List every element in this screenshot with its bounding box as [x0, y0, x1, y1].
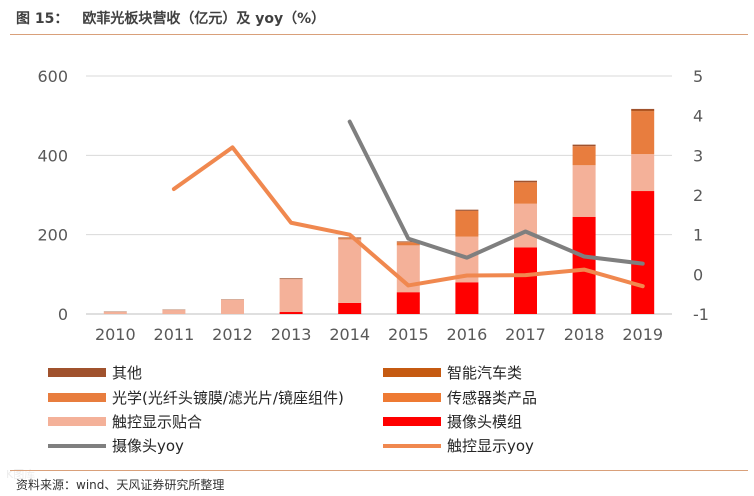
y-right-tick-label: 2 — [693, 186, 703, 205]
legend-label: 摄像头yoy — [112, 437, 184, 455]
legend-swatch — [383, 443, 441, 448]
bar-segment — [514, 203, 537, 248]
legend-label: 智能汽车类 — [447, 364, 523, 382]
legend-item-sensor: 传感器类产品 — [383, 387, 537, 408]
y-left-tick-label: 0 — [58, 305, 68, 324]
bar-segment — [631, 111, 655, 155]
figure-title: 图 15： 欧菲光板块营收（亿元）及 yoy（%） — [16, 8, 325, 28]
bar-segment — [572, 144, 596, 147]
bar-segment — [572, 165, 596, 217]
bar-segment — [338, 239, 362, 303]
x-tick-label: 2015 — [388, 325, 429, 344]
bar-segment — [396, 241, 420, 243]
bar-segment — [572, 216, 596, 314]
bar-segment — [338, 302, 362, 314]
x-tick-label: 2014 — [329, 325, 370, 344]
legend-label: 摄像头模组 — [447, 413, 523, 431]
bar-segment — [455, 282, 479, 314]
y-right-tick-label: -1 — [693, 305, 709, 324]
legend-label: 其他 — [112, 364, 143, 382]
bar-segment — [279, 278, 303, 280]
legend-label: 传感器类产品 — [447, 389, 538, 407]
legend-item-camera-yoy: 摄像头yoy — [48, 435, 184, 456]
x-tick-label: 2016 — [447, 325, 488, 344]
x-tick-label: 2013 — [271, 325, 312, 344]
legend-swatch — [383, 417, 441, 426]
bar-segment — [631, 110, 655, 112]
bar-segment — [396, 242, 420, 246]
source-divider — [10, 470, 748, 471]
x-tick-label: 2012 — [212, 325, 253, 344]
series-line — [171, 145, 645, 289]
title-divider — [10, 34, 748, 35]
legend-item-smart-car: 智能汽车类 — [383, 362, 522, 383]
bar-segment — [514, 247, 537, 314]
bar-segment — [338, 237, 362, 239]
bar-segment — [631, 191, 655, 314]
watermark: K图库 — [6, 468, 36, 481]
bar-segment — [221, 299, 244, 314]
y-right-tick-label: 4 — [693, 107, 703, 126]
x-tick-label: 2010 — [95, 325, 136, 344]
series-line — [347, 119, 645, 266]
y-right-tick-label: 3 — [693, 146, 703, 165]
legend-swatch — [48, 393, 106, 402]
y-right-tick-label: 5 — [693, 67, 703, 86]
chart-legend: 其他 智能汽车类 光学(光纤头镀膜/滤光片/镜座组件) 传感器类产品 触控显示贴… — [0, 362, 754, 462]
legend-item-touch-display: 触控显示贴合 — [48, 411, 202, 432]
x-tick-label: 2019 — [622, 325, 663, 344]
legend-swatch — [48, 368, 106, 377]
legend-item-camera-module: 摄像头模组 — [383, 411, 522, 432]
y-left-tick-label: 200 — [37, 226, 68, 245]
bar-segment — [162, 310, 186, 314]
x-tick-label: 2011 — [154, 325, 195, 344]
legend-item-other: 其他 — [48, 362, 142, 383]
bar-segment — [338, 238, 362, 240]
figure-number: 图 15： — [16, 11, 69, 27]
legend-swatch — [383, 393, 441, 402]
legend-label: 触控显示yoy — [447, 437, 534, 455]
legend-swatch — [383, 368, 441, 377]
x-tick-label: 2018 — [564, 325, 605, 344]
bar-segment — [103, 312, 127, 314]
legend-item-touch-yoy: 触控显示yoy — [383, 435, 534, 456]
bar-segment — [279, 279, 303, 313]
bar-segment — [631, 154, 655, 192]
legend-swatch — [48, 443, 106, 448]
bar-segment — [631, 108, 655, 111]
y-left-tick-label: 600 — [37, 67, 68, 86]
bar-segment — [514, 180, 537, 183]
legend-swatch — [48, 417, 106, 426]
bar-segment — [514, 182, 537, 204]
legend-item-optics: 光学(光纤头镀膜/滤光片/镜座组件) — [48, 387, 344, 408]
bar-segment — [572, 146, 596, 166]
bar-segment — [396, 292, 420, 314]
x-tick-label: 2017 — [505, 325, 546, 344]
y-right-tick-label: 0 — [693, 265, 703, 284]
bar-segment — [455, 209, 479, 211]
source-note: 资料来源：wind、天风证券研究所整理 — [16, 478, 225, 492]
legend-label: 光学(光纤头镀膜/滤光片/镜座组件) — [112, 389, 344, 407]
y-left-tick-label: 400 — [37, 146, 68, 165]
y-right-tick-label: 1 — [693, 226, 703, 245]
bar-segment — [455, 210, 479, 237]
legend-label: 触控显示贴合 — [112, 413, 203, 431]
figure-title-text: 欧菲光板块营收（亿元）及 yoy（%） — [82, 11, 326, 27]
bar-segment — [279, 312, 303, 314]
chart-canvas: 0 200 400 600 -1 0 1 2 3 4 5 2010 2011 2012 2013 2014 20… — [37, 67, 709, 344]
